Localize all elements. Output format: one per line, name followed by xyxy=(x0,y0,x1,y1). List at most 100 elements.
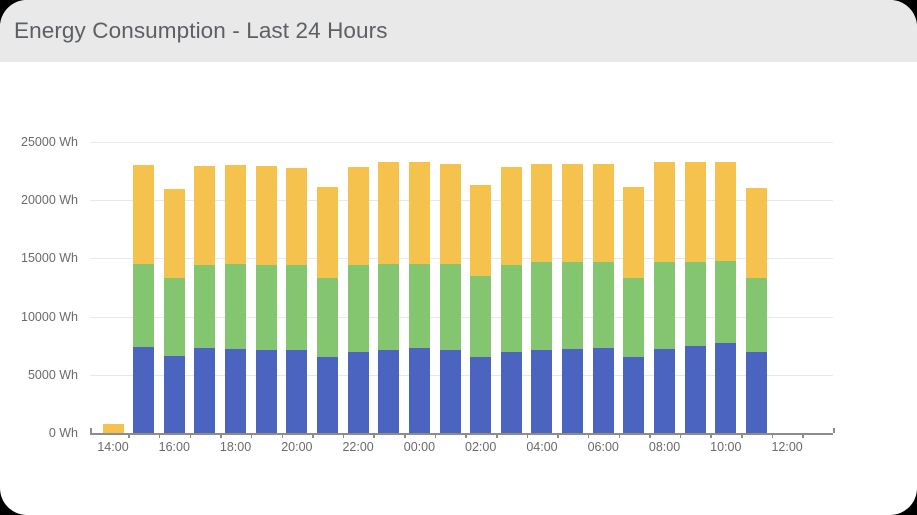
bar-segment-blue[interactable] xyxy=(745,351,767,433)
bar-segment-green[interactable] xyxy=(255,265,277,350)
bar-16:00[interactable] xyxy=(163,188,185,433)
bar-segment-green[interactable] xyxy=(194,265,216,349)
bar-segment-yellow[interactable] xyxy=(592,164,614,263)
bar-18:00[interactable] xyxy=(225,164,247,433)
bar-segment-yellow[interactable] xyxy=(439,164,461,265)
bar-20:00[interactable] xyxy=(286,168,308,433)
bar-segment-yellow[interactable] xyxy=(745,187,767,279)
bar-segment-yellow[interactable] xyxy=(470,185,492,277)
bar-segment-green[interactable] xyxy=(163,277,185,357)
bar-segment-green[interactable] xyxy=(470,276,492,357)
bar-segment-blue[interactable] xyxy=(684,345,706,433)
bar-00:00[interactable] xyxy=(408,162,430,433)
bar-segment-yellow[interactable] xyxy=(378,162,400,264)
bar-segment-green[interactable] xyxy=(133,264,155,347)
bar-segment-yellow[interactable] xyxy=(225,164,247,265)
bar-segment-green[interactable] xyxy=(500,265,522,352)
bar-segment-green[interactable] xyxy=(225,264,247,349)
card-title: Energy Consumption - Last 24 Hours xyxy=(14,18,388,43)
bar-segment-green[interactable] xyxy=(715,261,737,343)
bar-segment-yellow[interactable] xyxy=(194,166,216,266)
bar-22:00[interactable] xyxy=(347,167,369,433)
bar-10:00[interactable] xyxy=(715,162,737,433)
y-axis-label: 25000 Wh xyxy=(21,135,78,149)
bar-11:00[interactable] xyxy=(745,187,767,433)
bar-23:00[interactable] xyxy=(378,162,400,433)
bar-segment-yellow[interactable] xyxy=(715,162,737,262)
bar-segment-blue[interactable] xyxy=(163,356,185,433)
bar-segment-blue[interactable] xyxy=(286,349,308,433)
bar-segment-green[interactable] xyxy=(745,278,767,352)
bar-08:00[interactable] xyxy=(654,162,676,433)
bar-segment-green[interactable] xyxy=(316,277,338,358)
bar-02:00[interactable] xyxy=(470,185,492,433)
x-axis-tick xyxy=(587,434,590,438)
bar-19:00[interactable] xyxy=(255,166,277,433)
bar-segment-green[interactable] xyxy=(378,263,400,350)
bar-segment-yellow[interactable] xyxy=(286,168,308,266)
bar-segment-yellow[interactable] xyxy=(654,162,676,263)
x-axis-tick xyxy=(158,434,161,438)
bar-segment-yellow[interactable] xyxy=(623,187,645,279)
bar-segment-yellow[interactable] xyxy=(562,164,584,263)
bar-segment-blue[interactable] xyxy=(347,351,369,433)
bar-segment-green[interactable] xyxy=(592,262,614,349)
bar-segment-blue[interactable] xyxy=(225,348,247,433)
bar-segment-yellow[interactable] xyxy=(500,167,522,266)
bar-17:00[interactable] xyxy=(194,166,216,433)
bar-segment-blue[interactable] xyxy=(654,348,676,433)
bar-segment-yellow[interactable] xyxy=(316,186,338,278)
bar-segment-green[interactable] xyxy=(286,265,308,350)
bar-segment-blue[interactable] xyxy=(133,346,155,433)
bar-segment-green[interactable] xyxy=(654,262,676,349)
bar-segment-yellow[interactable] xyxy=(684,162,706,263)
bar-05:00[interactable] xyxy=(562,164,584,433)
bar-segment-blue[interactable] xyxy=(408,348,430,433)
bar-15:00[interactable] xyxy=(133,165,155,433)
x-axis-tick xyxy=(557,434,559,438)
bar-segment-green[interactable] xyxy=(439,264,461,351)
bar-14:00[interactable] xyxy=(102,423,124,433)
bar-segment-green[interactable] xyxy=(408,263,430,349)
card-header: Energy Consumption - Last 24 Hours xyxy=(0,0,917,62)
bar-segment-blue[interactable] xyxy=(194,348,216,433)
x-axis-tick xyxy=(312,434,314,438)
x-axis-tick xyxy=(189,434,192,438)
bar-03:00[interactable] xyxy=(500,167,522,433)
bar-segment-blue[interactable] xyxy=(316,357,338,433)
bar-segment-green[interactable] xyxy=(623,278,645,357)
bar-segment-blue[interactable] xyxy=(715,342,737,433)
bar-segment-blue[interactable] xyxy=(378,349,400,433)
x-axis-tick xyxy=(649,434,651,438)
bar-segment-blue[interactable] xyxy=(592,348,614,433)
bar-segment-blue[interactable] xyxy=(562,348,584,433)
x-axis-label: 12:00 xyxy=(771,440,803,454)
bar-segment-yellow[interactable] xyxy=(133,165,155,265)
bar-segment-blue[interactable] xyxy=(500,351,522,433)
y-gridline xyxy=(90,258,833,260)
bar-09:00[interactable] xyxy=(684,162,706,433)
bar-segment-blue[interactable] xyxy=(255,349,277,433)
bar-segment-blue[interactable] xyxy=(623,356,645,433)
bar-segment-yellow[interactable] xyxy=(408,162,430,264)
bar-07:00[interactable] xyxy=(623,187,645,433)
bar-segment-yellow[interactable] xyxy=(102,423,124,433)
bar-segment-blue[interactable] xyxy=(470,356,492,433)
bar-segment-yellow[interactable] xyxy=(347,167,369,266)
x-axis-tick xyxy=(434,434,437,438)
y-gridline xyxy=(90,142,833,143)
bar-06:00[interactable] xyxy=(592,164,614,433)
bar-segment-blue[interactable] xyxy=(439,350,461,433)
bar-segment-yellow[interactable] xyxy=(255,166,277,266)
bar-segment-blue[interactable] xyxy=(531,349,553,433)
bar-segment-yellow[interactable] xyxy=(531,164,553,263)
bar-21:00[interactable] xyxy=(316,186,338,433)
bar-segment-green[interactable] xyxy=(684,262,706,346)
bar-segment-green[interactable] xyxy=(347,265,369,352)
bar-segment-green[interactable] xyxy=(531,262,553,350)
bar-segment-yellow[interactable] xyxy=(163,188,185,278)
bar-04:00[interactable] xyxy=(531,164,553,433)
bar-01:00[interactable] xyxy=(439,164,461,433)
bar-segment-green[interactable] xyxy=(562,262,584,349)
